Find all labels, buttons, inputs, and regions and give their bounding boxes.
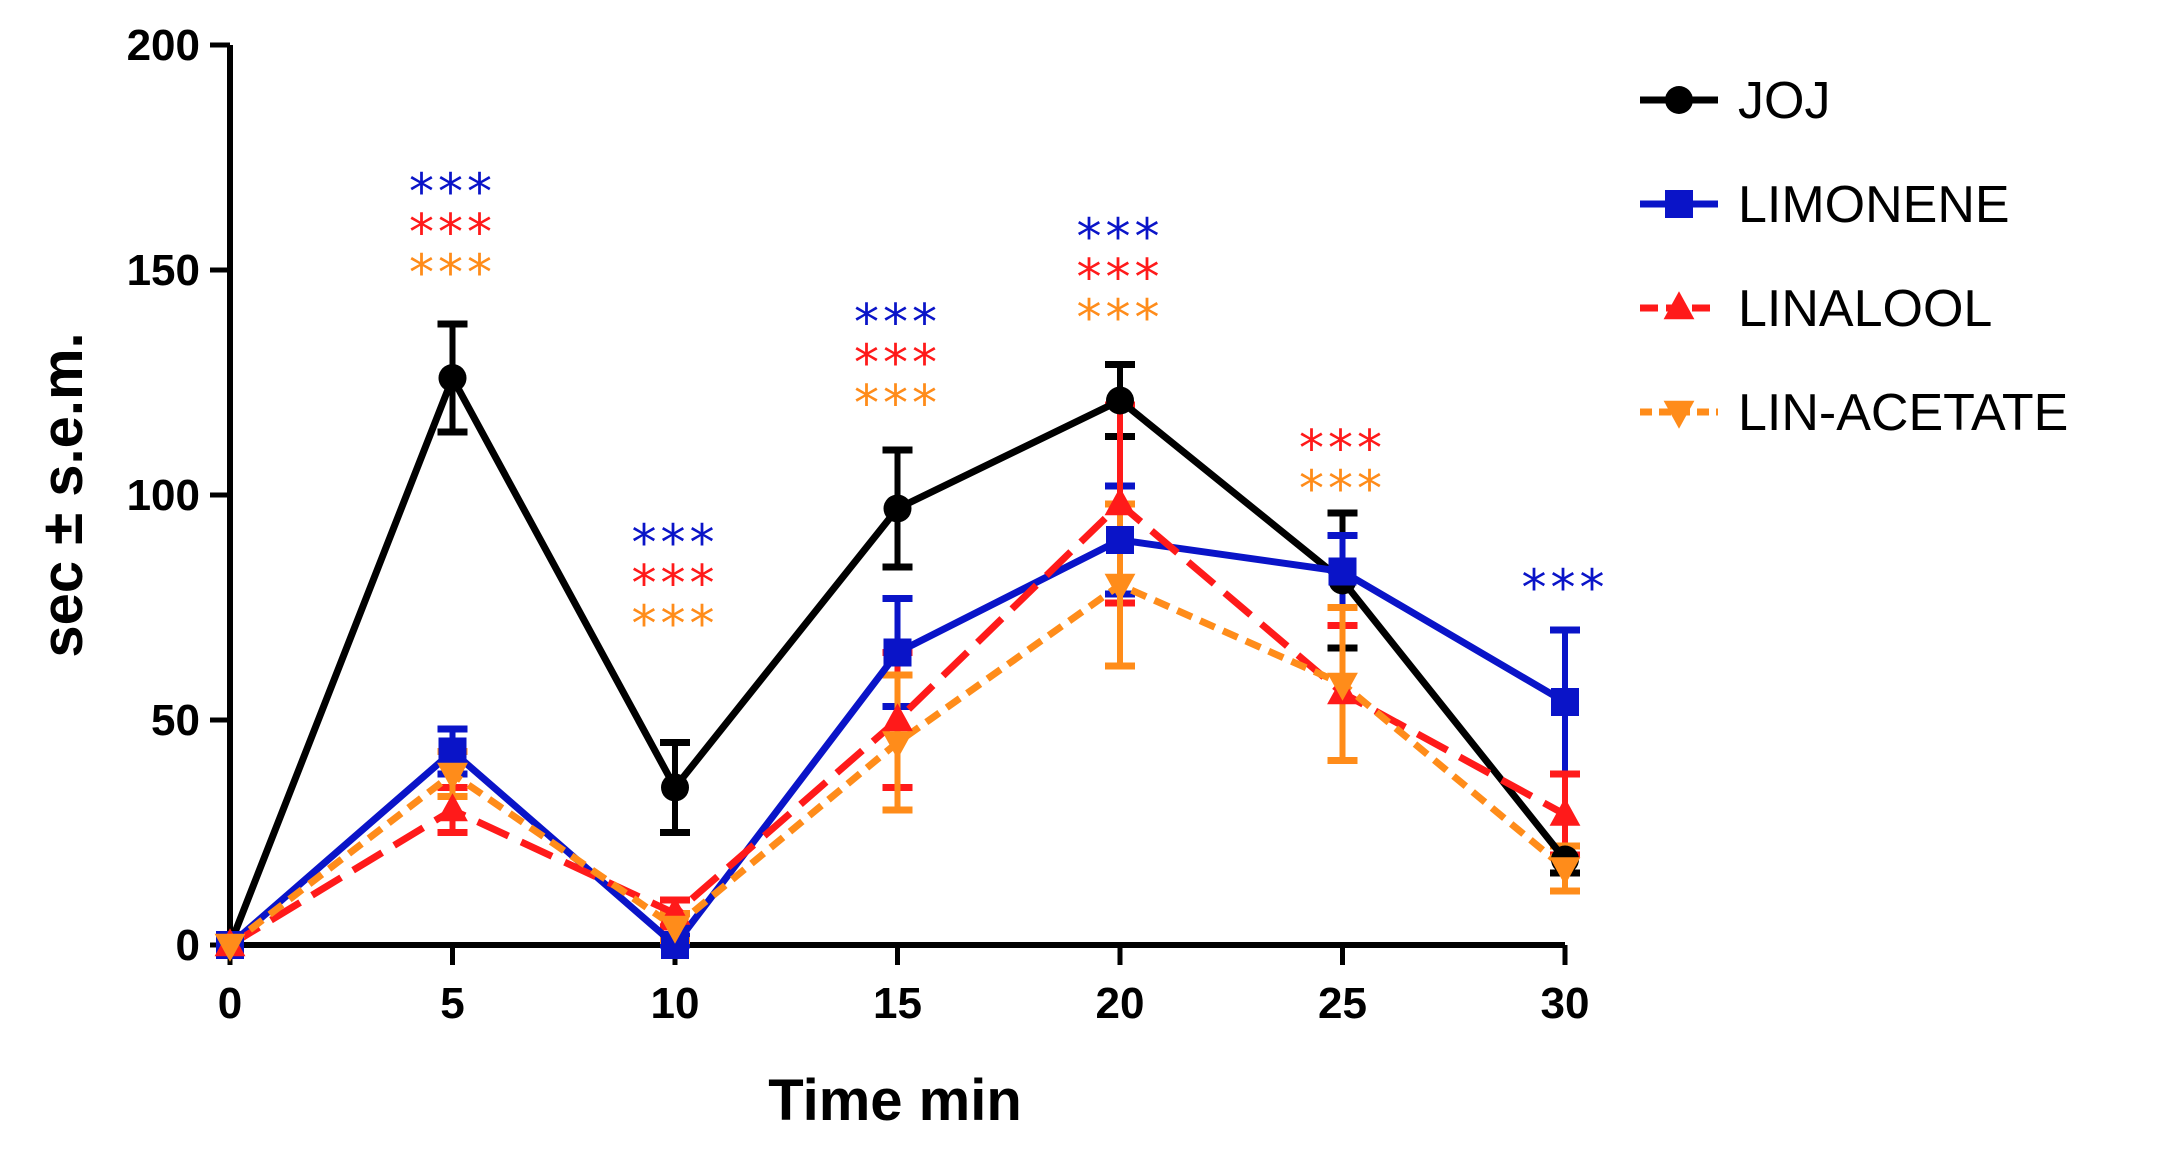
significance-annotations: ****************************************… (409, 163, 1609, 653)
data-point-linalool (882, 703, 913, 732)
y-tick-label: 100 (127, 471, 200, 520)
significance-stars: *** (1077, 289, 1164, 347)
data-point-joj (438, 364, 467, 392)
legend-label: LIMONENE (1738, 176, 2010, 234)
legend-label: LIN-ACETATE (1738, 384, 2068, 442)
y-tick-label: 0 (176, 921, 200, 970)
data-point-linalool (1549, 797, 1581, 826)
x-tick-label: 25 (1318, 979, 1367, 1028)
significance-stars: *** (632, 514, 719, 572)
x-axis-title: Time min (768, 1068, 1022, 1133)
significance-stars: *** (409, 244, 496, 302)
data-point-limonene (1106, 526, 1134, 554)
data-point-lin-acetate (659, 915, 691, 944)
data-point-linalool (1104, 487, 1136, 516)
legend-swatch-marker (1663, 291, 1695, 320)
significance-stars: *** (1299, 460, 1386, 518)
data-point-lin-acetate (882, 731, 913, 760)
y-tick-label: 50 (151, 696, 200, 745)
significance-stars: *** (1077, 249, 1164, 307)
x-tick-label: 20 (1096, 979, 1145, 1028)
data-point-limonene (438, 737, 467, 766)
data-point-limonene (883, 638, 912, 667)
significance-stars: *** (854, 334, 941, 392)
data-point-lin-acetate (214, 933, 246, 962)
legend-item-linalool: LINALOOL (1640, 280, 1992, 338)
significance-stars: *** (1299, 420, 1386, 478)
significance-stars: *** (632, 595, 719, 653)
x-tick-label: 15 (873, 979, 922, 1028)
data-point-lin-acetate (1104, 573, 1136, 602)
error-bars (437, 320, 1580, 949)
data-point-joj (1106, 386, 1134, 415)
legend: JOJ LIMONENE LINALOOL LIN-ACETATE (1640, 72, 2068, 442)
legend-swatch-marker (1663, 400, 1695, 429)
data-point-joj (661, 773, 689, 802)
data-point-lin-acetate (437, 762, 468, 791)
significance-stars: *** (632, 555, 719, 613)
data-point-limonene (1328, 557, 1357, 586)
significance-stars: *** (409, 163, 496, 221)
data-point-lin-acetate (1327, 672, 1358, 701)
legend-label: JOJ (1738, 72, 1830, 130)
legend-item-limonene: LIMONENE (1640, 176, 2010, 234)
legend-item-lin-acetate: LIN-ACETATE (1640, 384, 2068, 442)
y-tick-label: 200 (127, 21, 200, 70)
significance-stars: *** (1077, 208, 1164, 266)
data-point-limonene (1551, 688, 1579, 716)
x-tick-label: 10 (651, 979, 700, 1028)
legend-label: LINALOOL (1738, 280, 1992, 338)
legend-swatch-marker (1665, 86, 1693, 114)
legend-item-joj: JOJ (1640, 72, 1830, 130)
data-point-joj (883, 494, 912, 523)
data-point-lin-acetate (1549, 857, 1581, 886)
legend-swatch-marker (1665, 190, 1693, 218)
x-tick-label: 30 (1541, 979, 1590, 1028)
x-tick-label: 5 (440, 979, 464, 1028)
significance-stars: *** (409, 204, 496, 262)
significance-stars: *** (854, 294, 941, 352)
y-axis-title: sec ± s.e.m. (30, 332, 95, 657)
data-point-linalool (437, 793, 468, 822)
series-markers (214, 364, 1581, 962)
y-tick-label: 150 (127, 246, 200, 295)
ticks: 0 5 10 15 20 25 30 0 50 100 150 200 (127, 21, 1590, 1028)
x-tick-label: 0 (218, 979, 242, 1028)
significance-stars: *** (854, 375, 941, 433)
significance-stars: *** (1522, 559, 1609, 617)
